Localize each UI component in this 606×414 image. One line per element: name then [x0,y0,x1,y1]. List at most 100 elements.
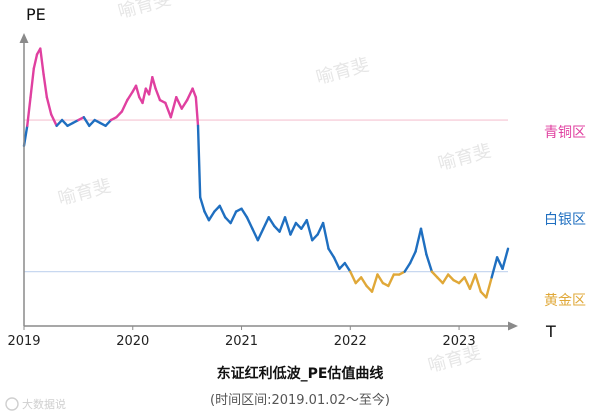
pe-curve-segment [474,273,483,293]
zone-label-gold: 黄金区 [544,292,586,309]
pe-curve-segment [196,124,202,199]
pe-curve-segment [278,216,287,233]
pe-curve-segment [294,221,303,230]
pe-curve-segment [338,261,347,270]
watermark-author: 喻育斐 [116,0,174,23]
zone-label-silver: 白银区 [544,212,586,228]
pe-curve-segment [115,110,124,119]
pe-curve-segment [191,87,198,99]
pe-curve-segment [207,210,216,222]
pe-curve-segment [185,87,194,102]
pe-curve-segment [42,73,49,99]
pe-curve-segment [300,218,308,230]
pe-curve-segment [169,95,178,119]
pe-curve-segment [485,276,493,299]
pe-curve-segment [120,98,129,113]
y-axis [19,33,29,326]
x-ticks: 2019 2020 2021 2022 2023 [7,326,476,349]
pe-curve-segment [321,221,330,250]
zone-label-bronze: 青铜区 [544,125,586,141]
pe-curve-segment [327,247,336,259]
pe-curve-segment [463,276,472,291]
pe-curve-segment [45,95,53,116]
pe-curve-segment [60,118,69,128]
pe-curve-segment [376,273,385,285]
pe-curve-segment [141,87,148,105]
pe-curve-segment [198,196,206,213]
pe-curve-segment [403,261,412,273]
pe-curve-segment [151,75,157,90]
pe-curve-segment [245,216,254,230]
pe-curve-segment [175,95,183,110]
pe-curve-segment [289,221,298,236]
y-axis-label: PE [26,5,46,24]
pe-curve-segment [164,101,173,119]
pe-curve-segment [387,273,395,288]
pe-curve-segment [441,273,450,285]
pe-curve-segment [370,273,379,293]
pe-curve-segment [147,75,154,96]
pe-curve-segment [414,227,423,253]
pe-curve-segment [425,253,434,273]
pe-curve-segment [359,276,368,288]
pe-curve-segment [468,273,477,291]
pe-curve-segment [229,210,238,225]
logo-icon [5,397,19,411]
pe-curve-segment [408,250,417,265]
pe-curve-segment [26,95,32,128]
x-tick-label: 2021 [225,334,258,349]
logo-watermark: 大数据说 [5,397,66,411]
pe-curve-segment [104,118,113,128]
pe-curve-segment [88,118,96,128]
pe-curve-segment [430,270,439,279]
pe-curve-segment [305,218,314,242]
pe-curve [22,47,510,299]
watermark-author: 喻育斐 [56,176,114,210]
x-tick-label: 2022 [334,334,367,349]
pe-curve-segment [311,233,319,242]
pe-curve-segment [218,204,227,219]
pe-curve-segment [256,227,265,242]
pe-curve-segment [49,113,58,128]
pe-curve-segment [490,256,499,279]
pe-curve-segment [446,273,455,282]
pe-curve-segment [283,216,292,236]
x-tick-label: 2019 [7,334,40,349]
pe-curve-segment [194,95,200,128]
pe-curve-segment [436,276,444,285]
chart-title: 东证红利低波_PE估值曲线 [217,365,384,382]
pe-curve-segment [180,98,189,110]
watermark-author: 喻育斐 [436,141,494,175]
y-axis-arrow-icon [19,33,29,43]
pe-curve-segment [82,116,91,128]
pe-curve-segment [32,53,39,70]
pe-curve-segment [154,87,162,102]
watermark-author: 喻育斐 [314,55,372,89]
pe-curve-segment [203,210,211,222]
pe-curve-segment [343,261,352,273]
x-tick-label: 2020 [116,334,149,349]
pe-curve-segment [240,207,249,219]
pe-curve-segment [213,204,221,213]
pe-curve-segment [262,216,270,230]
pe-curve-segment [332,256,341,270]
pe-curve-segment [224,216,232,225]
pe-curve-segment [354,276,363,285]
pe-curve-segment [316,221,325,236]
x-axis [24,321,518,331]
pe-curve-segment [29,67,35,99]
x-axis-arrow-icon [508,321,518,331]
pe-curve-segment [267,216,276,228]
x-tick-label: 2023 [443,334,476,349]
chart-subtitle: (时间区间:2019.01.02～至今) [210,392,390,408]
pe-curve-segment [126,90,134,102]
pe-curve-segment [55,118,64,128]
pe-curve-segment [251,227,260,242]
pe-curve-segment [39,47,45,76]
pe-curve-segment [134,84,141,99]
pe-curve-segment [501,247,510,270]
x-axis-label: T [545,322,556,341]
pe-curve-segment [457,276,466,285]
pe-curve-segment [349,270,357,285]
